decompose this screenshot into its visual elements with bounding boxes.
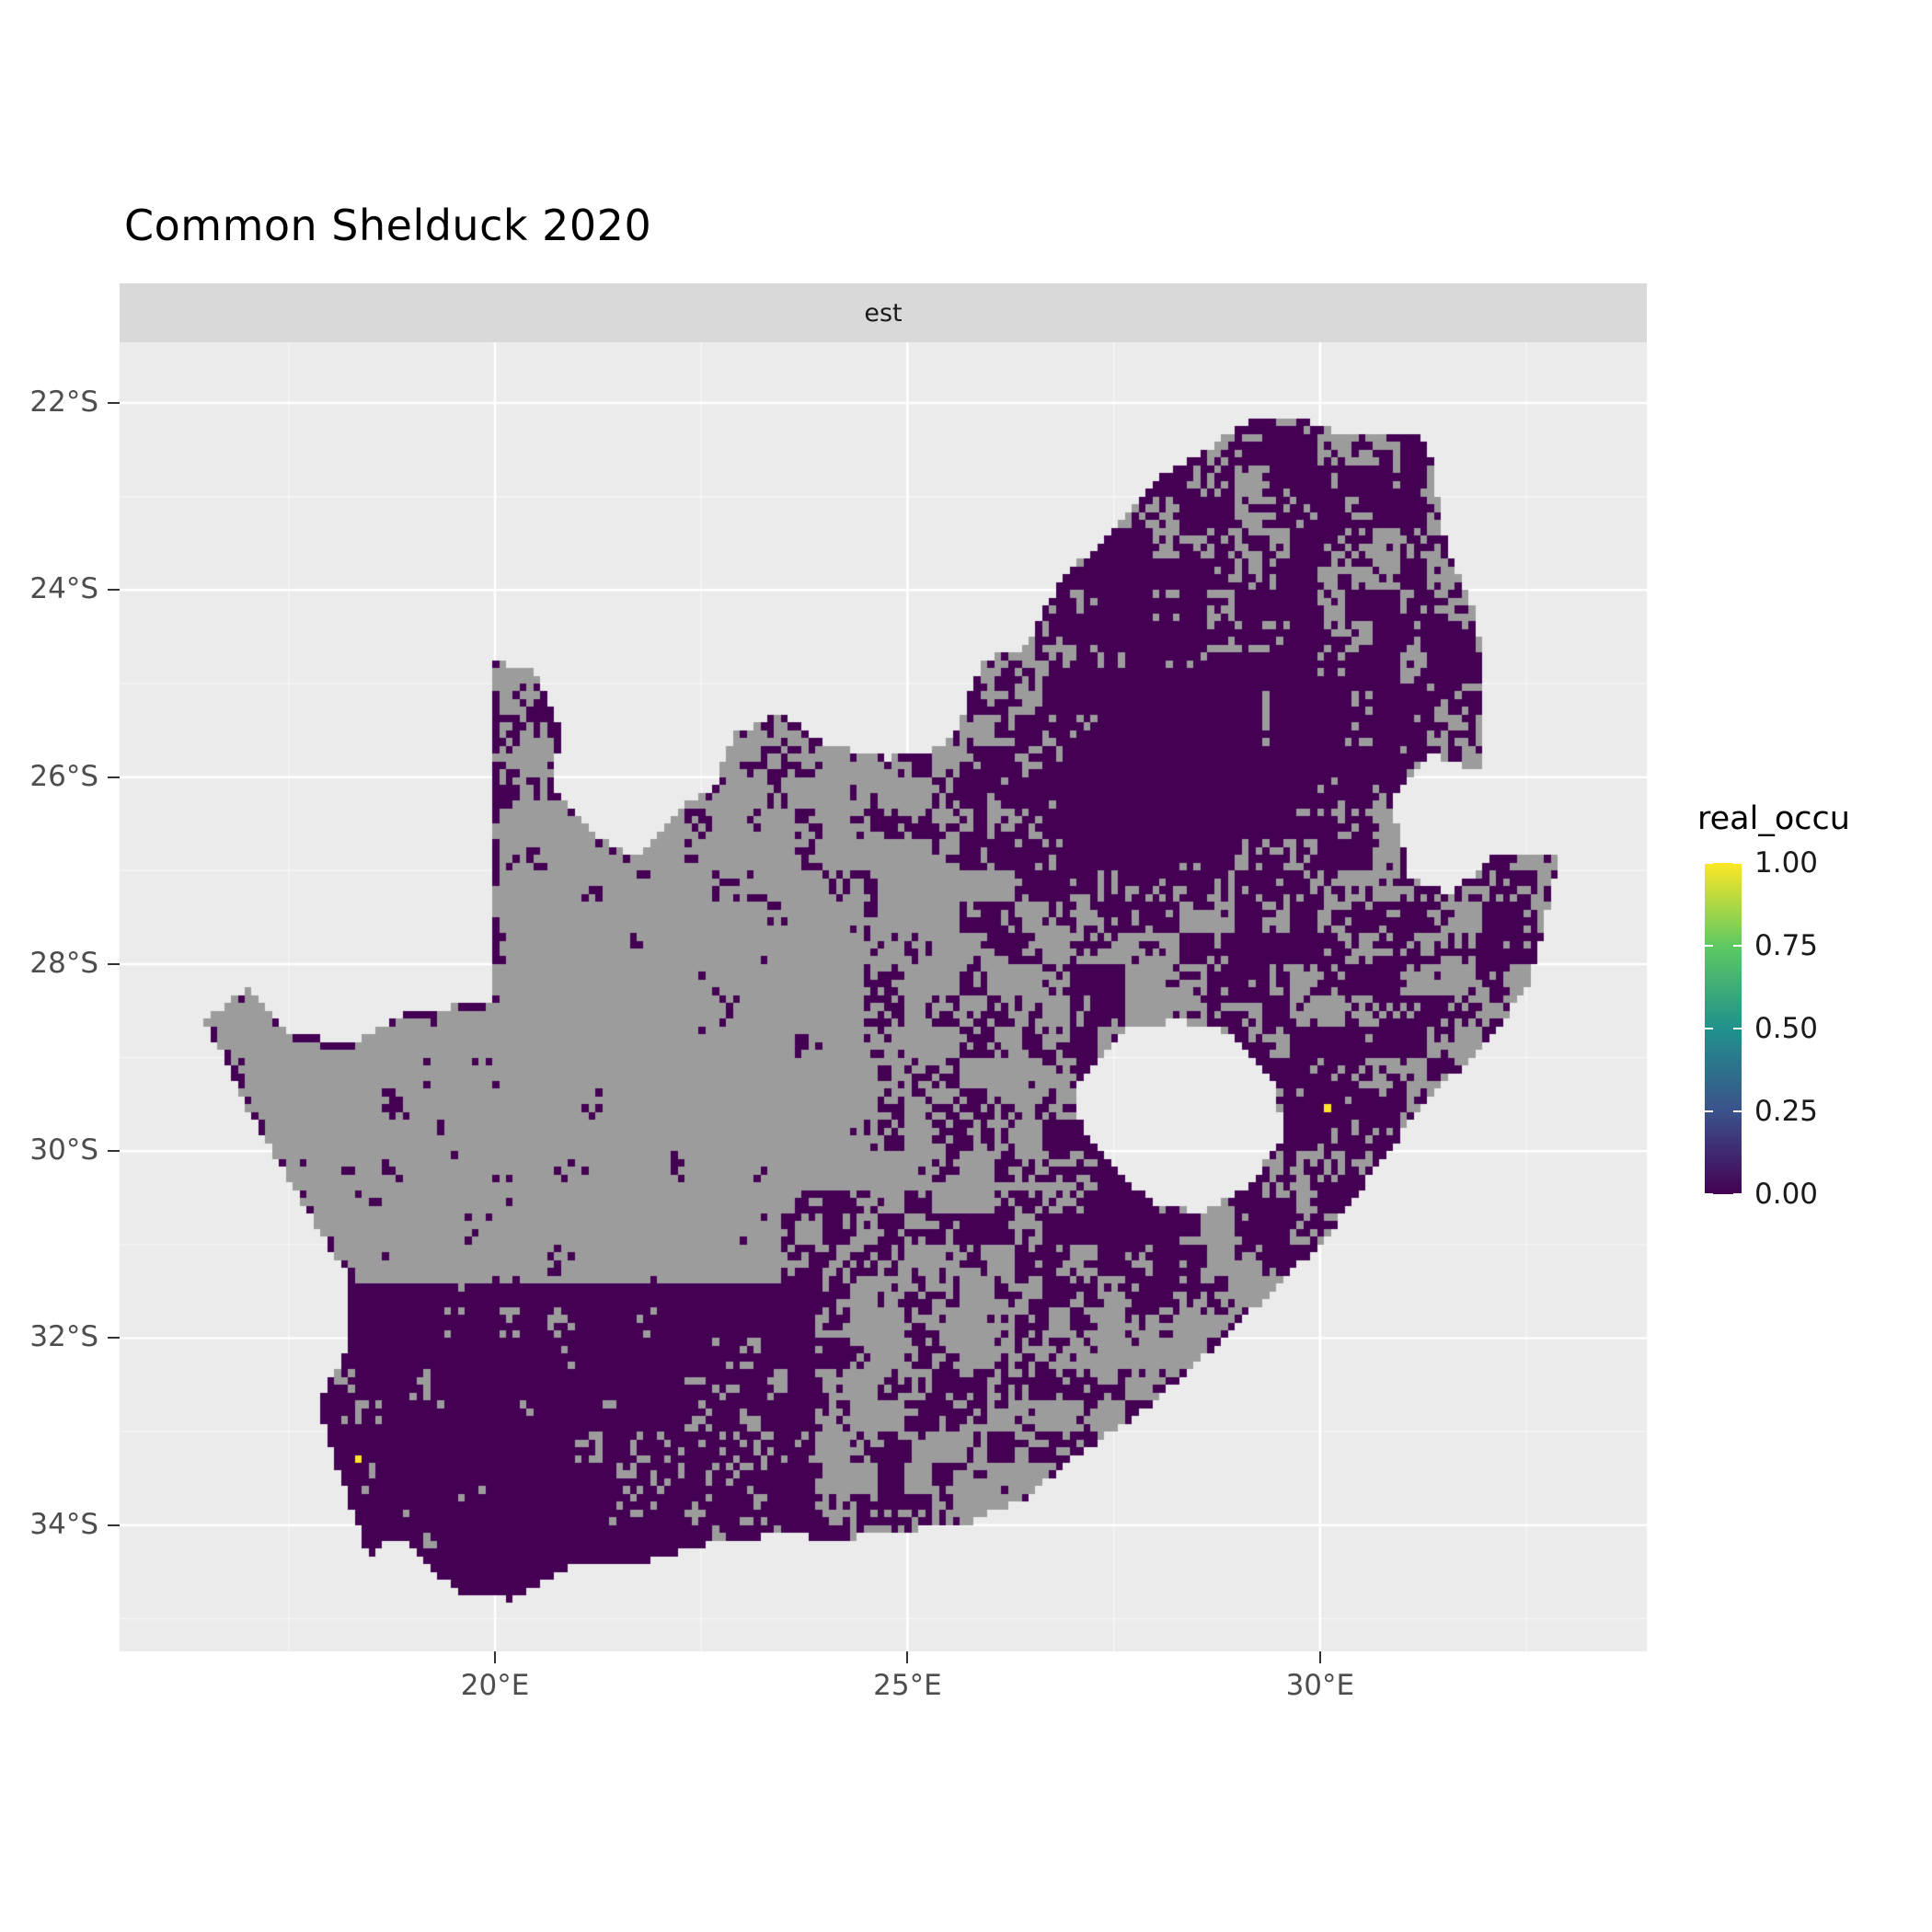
x-tick-label: 20°E — [460, 1669, 530, 1702]
legend-tick-mark — [1705, 945, 1713, 947]
y-tick-label: 30°S — [29, 1133, 98, 1167]
y-tick-label: 34°S — [29, 1507, 98, 1541]
legend-tick-mark — [1733, 1028, 1742, 1029]
legend-tick-mark — [1705, 1028, 1713, 1029]
y-axis-tick-mark — [108, 589, 120, 592]
x-tick-label: 25°E — [873, 1669, 942, 1702]
y-tick-label: 24°S — [29, 572, 98, 606]
legend-tick-label: 0.25 — [1754, 1095, 1819, 1128]
y-axis-tick-mark — [108, 402, 120, 405]
y-axis-tick-mark — [108, 962, 120, 965]
y-axis-tick-mark — [108, 1524, 120, 1526]
legend-tick-mark — [1733, 945, 1742, 947]
y-axis-tick-mark — [108, 1150, 120, 1153]
legend-tick-mark — [1733, 1193, 1742, 1194]
legend-tick-mark — [1705, 863, 1713, 864]
map-panel — [120, 342, 1647, 1651]
legend-title: real_occu — [1697, 800, 1850, 837]
facet-strip-label: est — [864, 298, 903, 328]
x-tick-label: 30°E — [1285, 1669, 1355, 1702]
legend-tick-mark — [1733, 1110, 1742, 1112]
legend-tick-mark — [1705, 1110, 1713, 1112]
plot-title: Common Shelduck 2020 — [124, 201, 652, 250]
legend-tick-label: 0.50 — [1754, 1012, 1819, 1045]
y-tick-label: 22°S — [29, 385, 98, 420]
x-axis-tick-mark — [1318, 1651, 1321, 1663]
legend-tick-label: 1.00 — [1754, 846, 1819, 880]
y-tick-label: 26°S — [29, 759, 98, 793]
y-axis-tick-mark — [108, 1337, 120, 1340]
y-tick-label: 32°S — [29, 1320, 98, 1354]
x-axis-tick-mark — [906, 1651, 909, 1663]
x-axis-tick-mark — [494, 1651, 497, 1663]
legend-tick-mark — [1705, 1193, 1713, 1194]
facet-strip: est — [120, 283, 1647, 342]
legend-tick-label: 0.00 — [1754, 1178, 1819, 1211]
map-canvas — [120, 342, 1647, 1651]
legend-tick-label: 0.75 — [1754, 929, 1819, 962]
legend-tick-mark — [1733, 863, 1742, 864]
y-axis-tick-mark — [108, 776, 120, 778]
y-tick-label: 28°S — [29, 946, 98, 980]
legend-colorbar — [1705, 863, 1742, 1194]
